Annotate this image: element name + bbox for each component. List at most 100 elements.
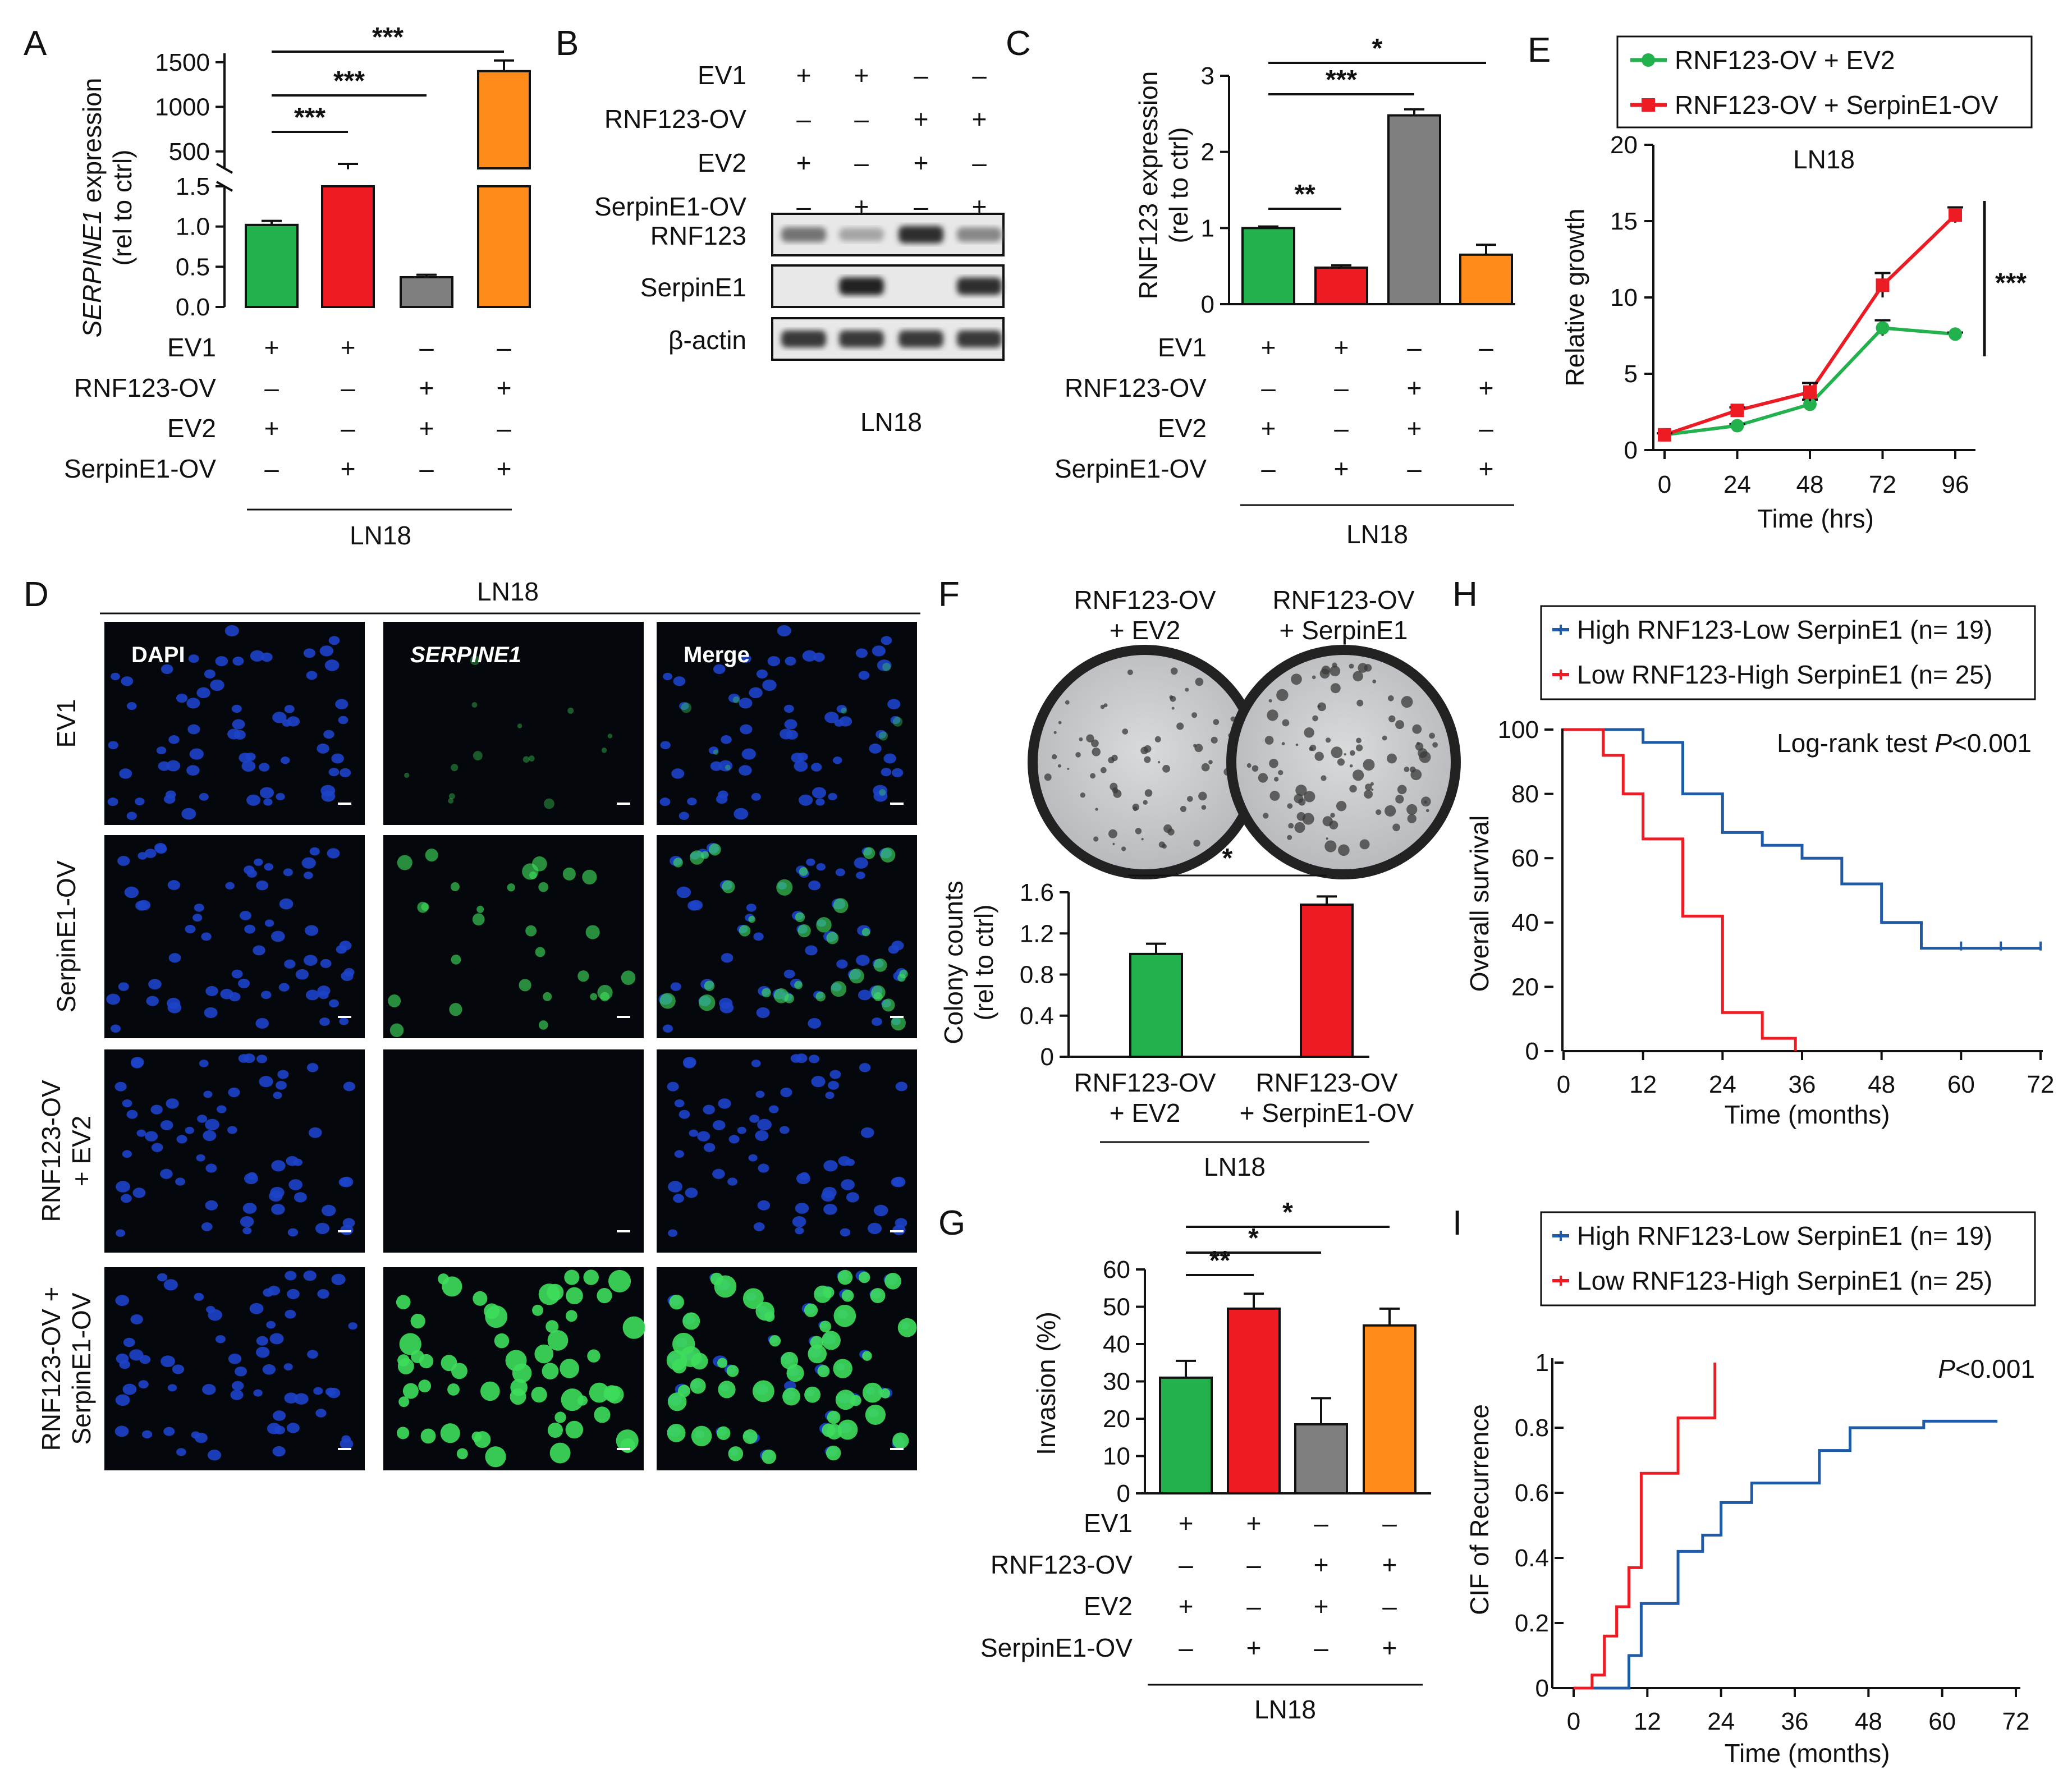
panel-d-nucleus [241,760,256,772]
panel-d-green-cell [473,751,483,761]
panel-d-green-cell [795,912,805,923]
panel-e-sig: *** [1995,268,2027,298]
panel-d-nucleus [166,1098,179,1109]
panel-f-colony [1127,669,1133,675]
panel-d-nucleus [136,1129,146,1137]
panel-b-band [781,330,826,348]
panel-a-sign: – [264,373,279,402]
panel-d-green-cell [561,1388,584,1411]
panel-e-xtick-label: 0 [1658,471,1671,498]
panel-f-colony [1058,721,1062,725]
panel-d-nucleus [264,919,274,927]
panel-a-sign: – [497,333,511,362]
panel-d-green-cell [837,1269,853,1285]
panel-d-green-cell [880,847,896,863]
panel-c-row-label: EV2 [1158,414,1207,443]
panel-d-nucleus [867,1222,882,1234]
panel-d-green-cell [471,702,478,708]
panel-e-point [1730,419,1744,433]
panel-f-colony [1093,836,1099,842]
panel-e-legend-marker [1642,98,1655,112]
panel-d-nucleus [756,669,768,678]
panel-i-legend-label: High RNF123-Low SerpinE1 (n= 19) [1577,1221,1992,1250]
panel-d-nucleus [846,1192,859,1203]
panel-d-nucleus [230,1390,244,1400]
panel-a-sign: – [497,414,511,443]
panel-f-colony [1388,715,1396,723]
panel-d-green-cell [764,1311,775,1322]
panel-g-sign: + [1382,1633,1397,1662]
panel-d-green-cell [769,1335,781,1347]
panel-d-green-cell [474,1431,491,1448]
panel-d-nucleus [679,812,689,820]
panel-d-nucleus [812,787,827,799]
panel-d-nucleus [799,794,813,806]
panel-i-series-line [1574,1363,1717,1690]
panel-d-image-bg [383,1049,644,1253]
panel-d: LN18 EV1 SerpinE1-OV RNF123-OV + EV2 RNF123-… [36,577,920,1470]
panel-d-nucleus [721,953,734,963]
panel-d-nucleus [272,1410,286,1421]
panel-d-green-cell [699,994,716,1011]
panel-e-xtick-label: 24 [1723,471,1751,498]
panel-d-nucleus [126,1110,138,1119]
panel-f-colony [1135,828,1142,835]
panel-d-nucleus [272,1446,286,1457]
panel-f-colony [1075,752,1081,758]
panel-f-colony [1157,760,1161,764]
panel-e-point [1730,404,1744,418]
panel-d-nucleus [673,676,686,686]
panel-d-nucleus [122,1383,137,1395]
panel-d-nucleus [835,868,845,877]
panel-d-green-cell [594,1406,611,1423]
panel-e-ytick-label: 20 [1610,131,1638,159]
panel-d-nucleus [268,1286,281,1296]
panel-d-green-cell [577,1395,588,1406]
panel-f-colony [1208,760,1213,764]
panel-d-nucleus [859,1063,871,1072]
panel-d-green-cell [815,992,826,1002]
panel-d-green-cell [690,1378,706,1394]
panel-f-category-label: RNF123-OV [1074,1068,1216,1097]
panel-d-green-cell [827,1410,841,1424]
panel-d-nucleus [114,1425,129,1437]
panel-d-green-cell [891,1015,906,1031]
panel-d-nucleus [740,654,751,663]
panel-d-green-cell [862,1351,872,1361]
panel-f-colony [1397,785,1407,795]
panel-d-nucleus [877,659,892,671]
panel-f-colony [1319,668,1330,679]
panel-i-xtick-label: 72 [2002,1708,2030,1735]
panel-c-tick-label: 0 [1201,291,1214,318]
panel-d-green-cell [714,1275,737,1298]
panel-d-nucleus [225,882,235,890]
panel-d-nucleus [872,1017,882,1026]
panel-d-nucleus [881,768,892,777]
panel-f-colony [1336,801,1347,812]
panel-d-nucleus [274,1425,285,1434]
panel-c-bar [1387,114,1441,305]
panel-letter-a: A [24,24,47,63]
panel-f-colony [1086,734,1094,742]
panel-i-ytick-label: 0.4 [1515,1544,1549,1572]
panel-d-nucleus [294,1393,309,1405]
panel-d-green-cell [752,1380,774,1402]
panel-b-band [957,330,1002,348]
panel-d-green-cell [396,1295,411,1310]
panel-f-colony [1180,805,1186,812]
panel-d-green-cell [397,1358,414,1374]
panel-h-ytick-label: 20 [1511,973,1539,1001]
panel-d-column-label: SERPINE1 [410,643,521,667]
panel-f-colony [1332,662,1337,668]
panel-c-tick-label: 3 [1201,62,1214,90]
panel-d-nucleus [727,1177,738,1186]
panel-h-xtick-label: 72 [2027,1071,2055,1098]
panel-f-colony [1304,727,1314,738]
panel-letter-b: B [556,24,579,63]
panel-d-image-bg [657,835,917,1038]
panel-d-green-cell [538,882,549,892]
panel-b-sign: – [854,148,869,177]
panel-d-nucleus [108,741,118,750]
panel-f-colony [1314,751,1324,761]
panel-f-colony [1364,790,1373,799]
